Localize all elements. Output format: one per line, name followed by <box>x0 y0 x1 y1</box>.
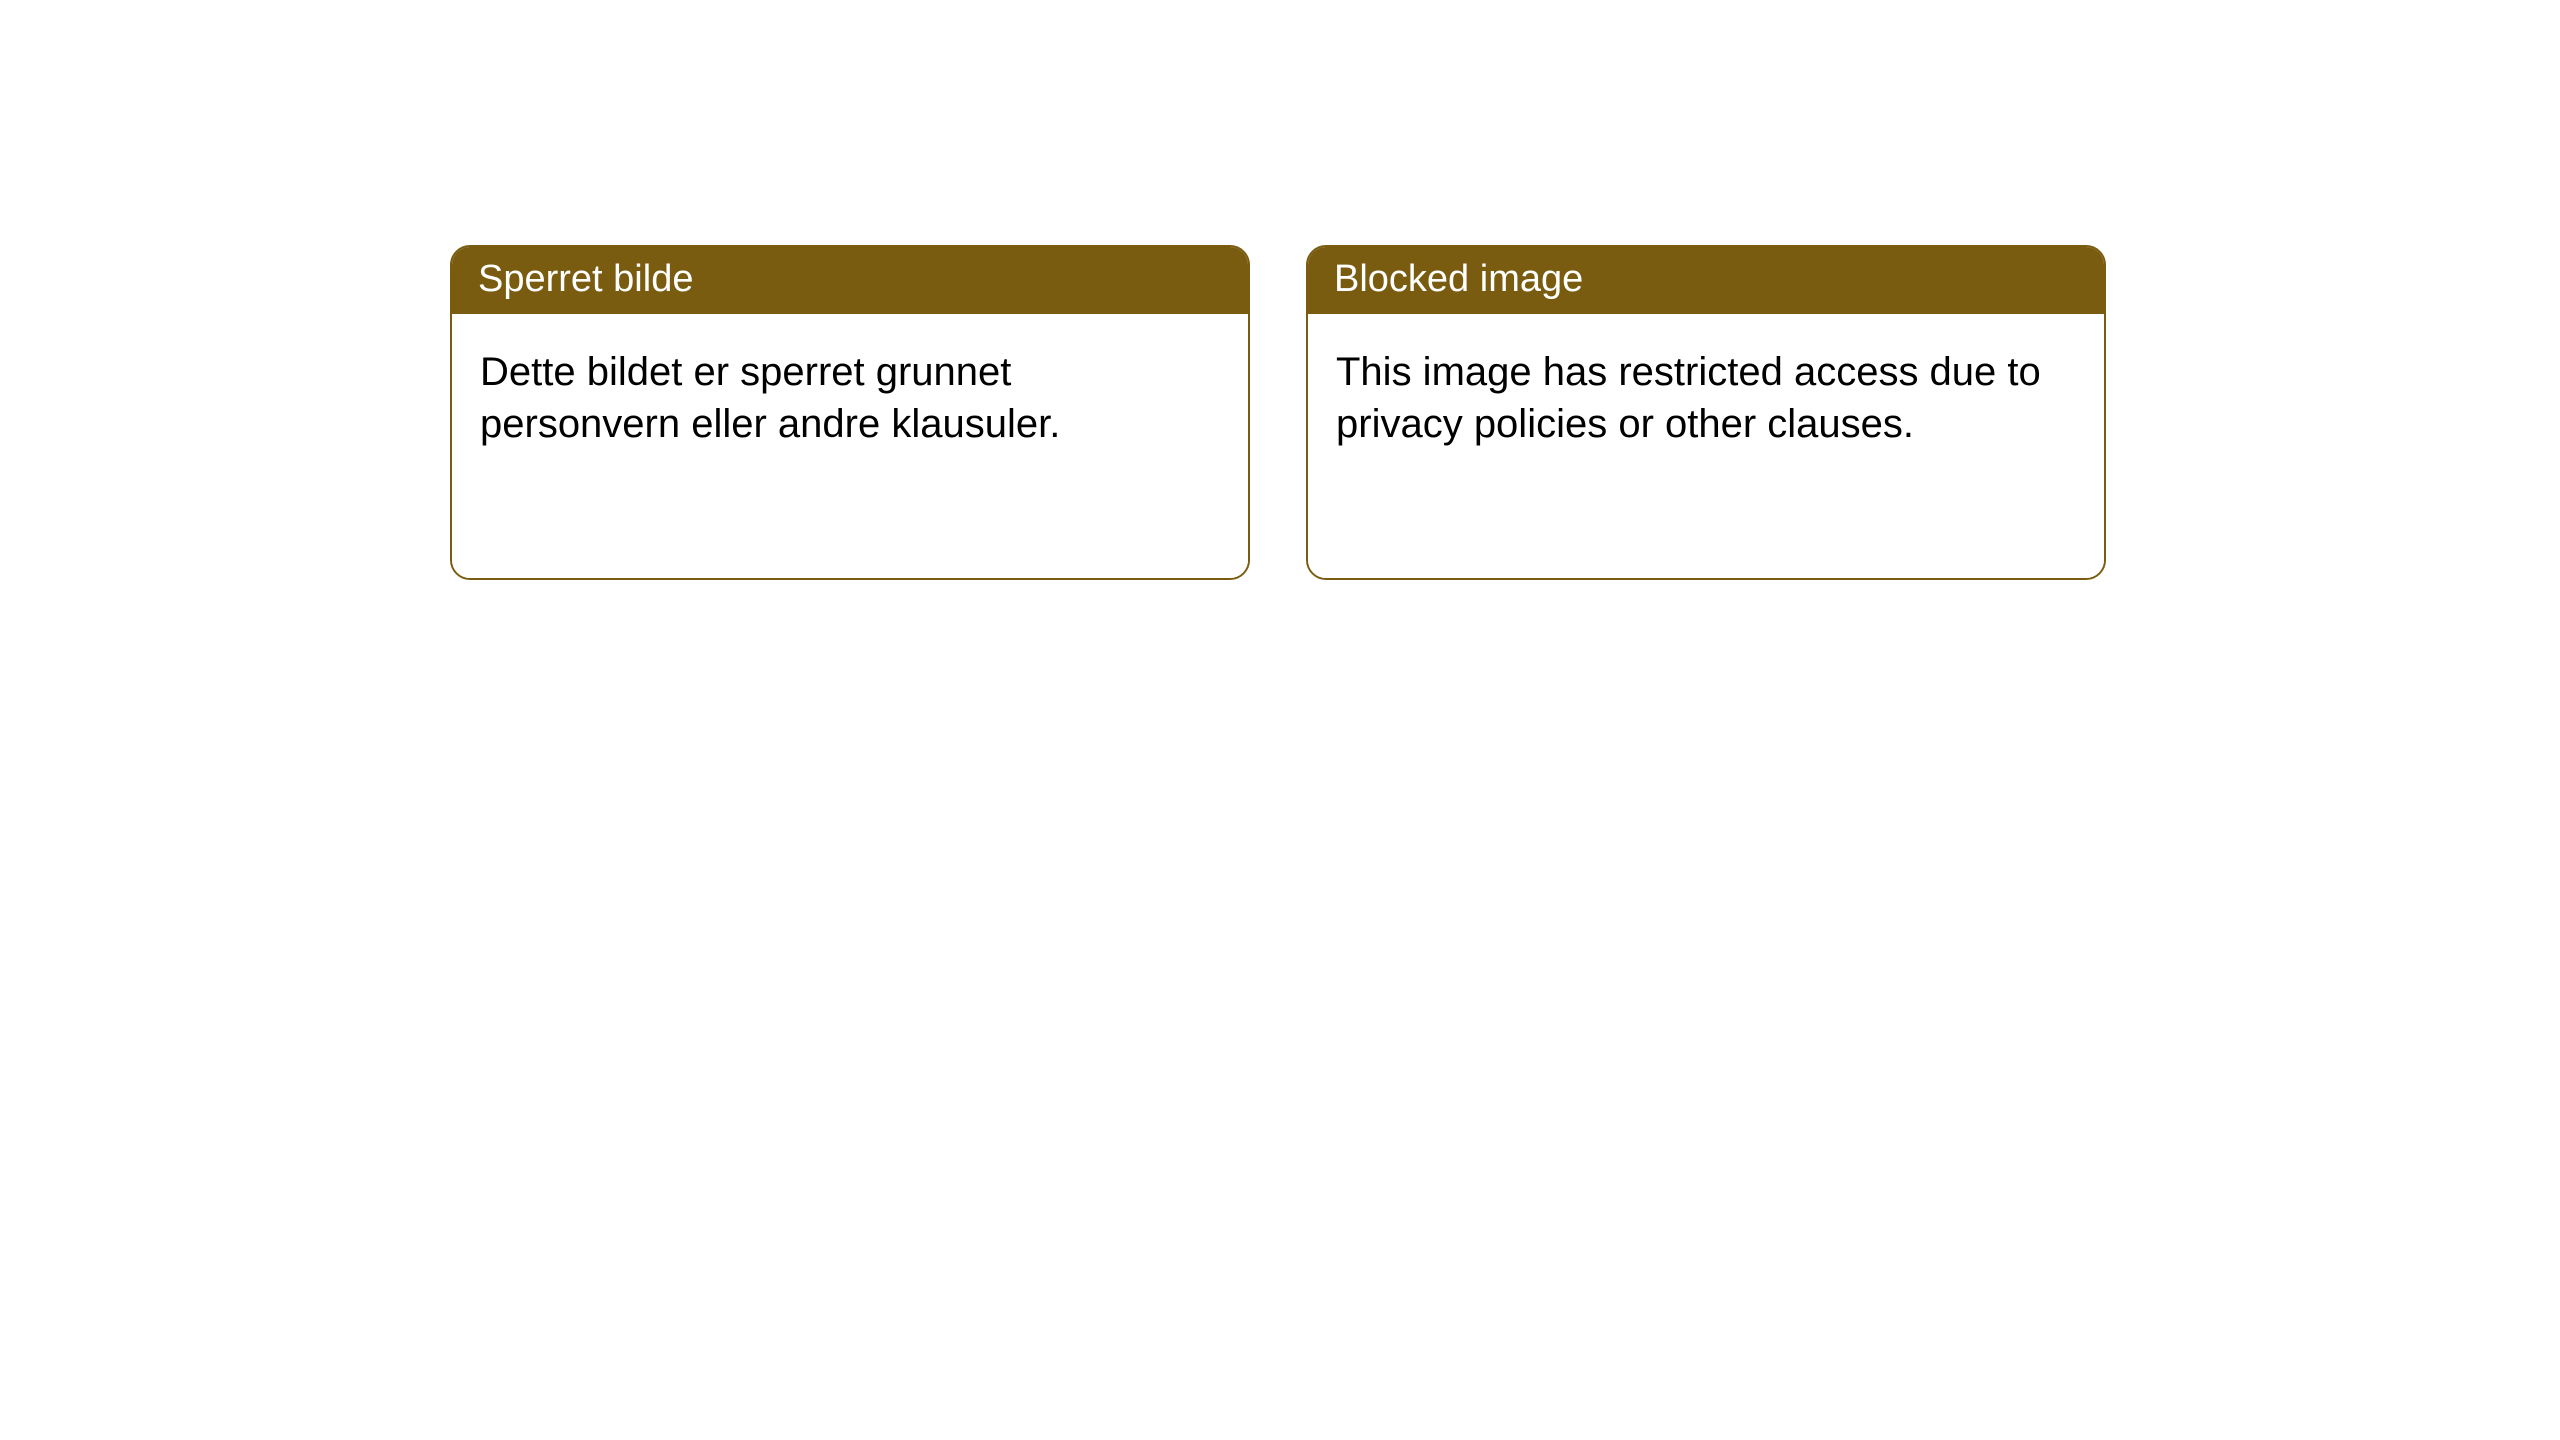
blocked-image-card-en: Blocked image This image has restricted … <box>1306 245 2106 580</box>
card-body-en: This image has restricted access due to … <box>1308 314 2104 578</box>
card-header-en: Blocked image <box>1308 247 2104 314</box>
card-header-no: Sperret bilde <box>452 247 1248 314</box>
blocked-image-card-no: Sperret bilde Dette bildet er sperret gr… <box>450 245 1250 580</box>
card-body-no: Dette bildet er sperret grunnet personve… <box>452 314 1248 578</box>
